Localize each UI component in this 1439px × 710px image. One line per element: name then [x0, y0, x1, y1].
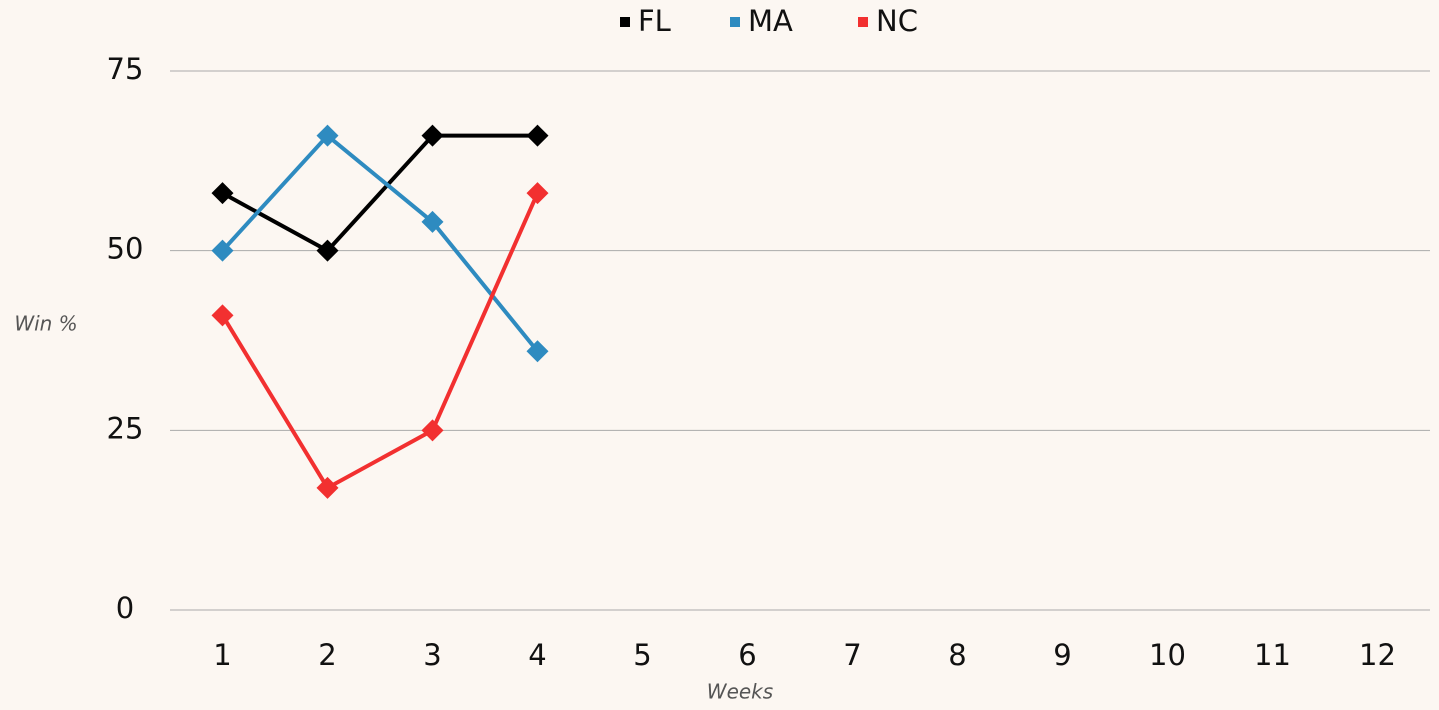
data-point — [526, 182, 549, 205]
y-tick-label: 50 — [107, 232, 144, 266]
series-line — [220, 192, 540, 490]
series-line — [221, 133, 540, 353]
legend-swatch — [858, 17, 868, 27]
legend-label: FL — [638, 4, 671, 38]
x-tick-label: 10 — [1149, 638, 1186, 672]
data-point — [316, 239, 339, 262]
x-tick-label: 12 — [1359, 638, 1396, 672]
y-tick-label: 0 — [116, 591, 134, 625]
x-tick-label: 6 — [738, 638, 756, 672]
data-point — [211, 304, 234, 327]
x-tick-label: 2 — [318, 638, 336, 672]
x-tick-label: 9 — [1053, 638, 1071, 672]
data-point — [316, 476, 339, 499]
x-tick-label: 4 — [528, 638, 546, 672]
legend-swatch — [730, 17, 740, 27]
x-tick-label: 7 — [843, 638, 861, 672]
x-tick-label: 3 — [423, 638, 441, 672]
data-point — [211, 239, 234, 262]
data-point — [526, 124, 549, 147]
series-line — [221, 133, 538, 253]
y-axis-title: Win % — [14, 312, 77, 336]
y-tick-label: 25 — [107, 411, 144, 445]
x-tick-label: 8 — [948, 638, 966, 672]
legend-label: MA — [748, 4, 793, 38]
data-point — [421, 419, 444, 442]
data-point — [526, 340, 549, 363]
legend-label: NC — [876, 4, 918, 38]
x-tick-label: 1 — [213, 638, 231, 672]
data-point — [211, 182, 234, 205]
y-tick-label: 75 — [107, 52, 144, 86]
x-axis-title: Weeks — [707, 680, 773, 704]
data-point — [316, 124, 339, 147]
x-tick-label: 11 — [1254, 638, 1291, 672]
data-point — [421, 210, 444, 233]
legend-swatch — [620, 17, 630, 27]
x-tick-label: 5 — [633, 638, 651, 672]
data-point — [421, 124, 444, 147]
